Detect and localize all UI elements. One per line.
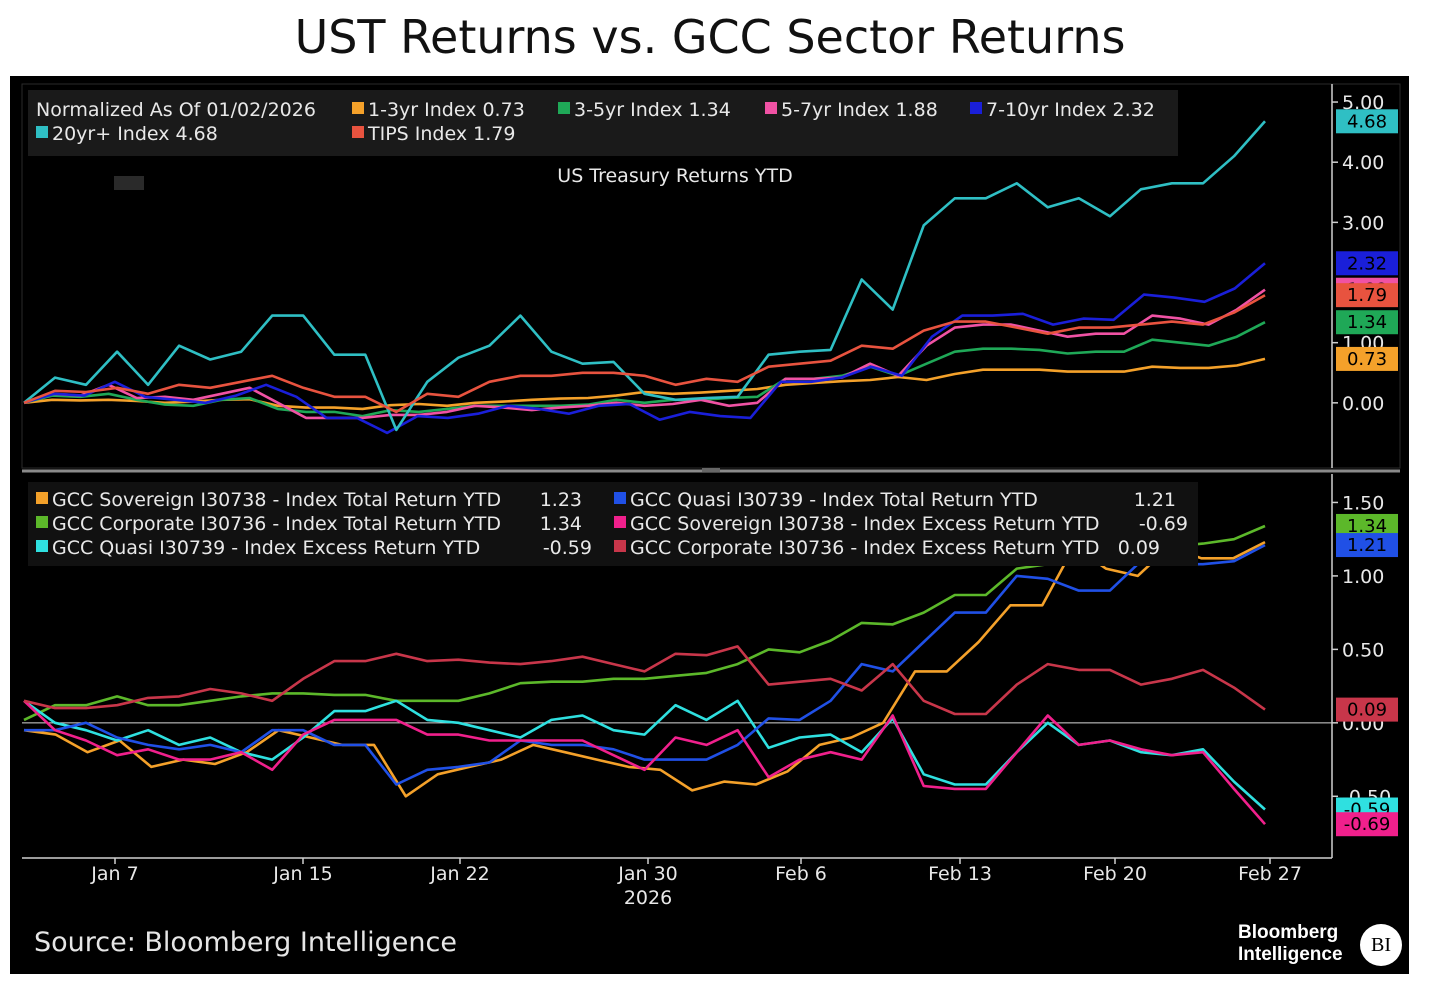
series-line	[23, 262, 1266, 435]
legend-swatch	[352, 102, 364, 114]
series-line	[23, 120, 1266, 432]
legend-swatch	[614, 516, 626, 528]
legend-value: 1.34	[540, 513, 582, 535]
y-tick-label: 5.00	[1342, 92, 1384, 114]
source-note: Source: Bloomberg Intelligence	[34, 927, 457, 958]
legend-entry: GCC Corporate I30736 - Index Total Retur…	[52, 513, 501, 535]
legend-swatch	[36, 540, 48, 552]
series-line	[24, 543, 1266, 786]
legend-entry: GCC Corporate I30736 - Index Excess Retu…	[630, 537, 1099, 559]
chart-panel: 5.004.003.001.000.000.731.341.882.324.68…	[10, 76, 1409, 974]
legend-swatch	[614, 492, 626, 504]
legend-value: 1.23	[540, 489, 582, 511]
x-tick-label: Jan 7	[90, 863, 138, 885]
bi-badge: BI	[1360, 924, 1402, 966]
legend-entry: 1-3yr Index 0.73	[368, 99, 525, 121]
value-badge	[1336, 109, 1398, 134]
value-badge-label: -0.69	[1344, 814, 1391, 835]
legend-swatch	[36, 492, 48, 504]
legend-value: 0.09	[1118, 537, 1160, 559]
x-tick-label: Feb 27	[1238, 863, 1302, 885]
y-tick-label: 1.50	[1342, 492, 1384, 514]
x-tick-label: Jan 15	[272, 863, 333, 885]
legend-swatch	[614, 540, 626, 552]
legend-entry: GCC Quasi I30739 - Index Excess Return Y…	[52, 537, 480, 559]
x-year-label: 2026	[624, 887, 672, 909]
legend-value: 1.21	[1134, 489, 1176, 511]
x-tick-label: Feb 6	[775, 863, 827, 885]
value-badge	[1336, 697, 1398, 722]
logo-line-2: Intelligence	[1238, 944, 1343, 965]
logo-line-1: Bloomberg	[1238, 922, 1339, 943]
value-badge-label: 1.79	[1347, 285, 1387, 306]
divider-grip-icon[interactable]	[702, 468, 720, 472]
series-line	[23, 321, 1266, 418]
bloomberg-logo: Bloomberg Intelligence	[1238, 922, 1343, 966]
legend-entry: 7-10yr Index 2.32	[986, 99, 1155, 121]
chart-svg: 5.004.003.001.000.000.731.341.882.324.68…	[21, 83, 1401, 909]
value-badge	[1336, 283, 1398, 308]
y-tick-label: 3.00	[1342, 212, 1384, 234]
series-line	[23, 699, 1266, 826]
legend-swatch	[352, 126, 364, 138]
y-tick-label: 0.50	[1342, 639, 1384, 661]
upper-chart-subtitle: US Treasury Returns YTD	[557, 165, 792, 187]
value-badge	[1336, 346, 1398, 371]
page-title: UST Returns vs. GCC Sector Returns	[294, 10, 1126, 64]
value-badge-label: 0.09	[1347, 700, 1387, 721]
legend-entry: GCC Quasi I30739 - Index Total Return YT…	[630, 489, 1038, 511]
y-tick-label: 1.00	[1342, 566, 1384, 588]
series-line	[23, 288, 1266, 420]
value-badge-label: 0.73	[1347, 349, 1387, 370]
legend-entry: 5-7yr Index 1.88	[781, 99, 938, 121]
value-badge	[1336, 533, 1398, 558]
legend-swatch	[36, 126, 48, 138]
y-tick-label: 0.00	[1342, 393, 1384, 415]
lower-legend-box	[28, 482, 1198, 566]
legend-entry: GCC Sovereign I30738 - Index Excess Retu…	[630, 513, 1100, 535]
y-tick-label: 4.00	[1342, 152, 1384, 174]
value-badge-label: 1.34	[1347, 516, 1387, 537]
legend-swatch	[765, 102, 777, 114]
series-line	[23, 645, 1266, 716]
upper-legend-header: Normalized As Of 01/02/2026	[36, 99, 316, 121]
legend-swatch	[558, 102, 570, 114]
legend-swatch	[970, 102, 982, 114]
value-badge-label: 2.32	[1347, 253, 1387, 274]
series-line	[23, 294, 1266, 414]
value-badge-label: 1.34	[1347, 312, 1387, 333]
legend-entry: GCC Sovereign I30738 - Index Total Retur…	[52, 489, 501, 511]
legend-value: -0.69	[1139, 513, 1188, 535]
value-badge-label: 1.21	[1347, 535, 1387, 556]
legend-value: -0.59	[543, 537, 592, 559]
legend-entry: TIPS Index 1.79	[367, 123, 515, 145]
value-badge	[1336, 812, 1398, 837]
chart-type-icon[interactable]	[114, 176, 144, 190]
legend-entry: 3-5yr Index 1.34	[574, 99, 731, 121]
value-badge	[1336, 310, 1398, 335]
x-tick-label: Feb 20	[1083, 863, 1147, 885]
x-tick-label: Jan 22	[429, 863, 490, 885]
x-tick-label: Feb 13	[928, 863, 992, 885]
upper-legend-box	[28, 90, 1178, 156]
legend-entry: 20yr+ Index 4.68	[52, 123, 218, 145]
x-tick-label: Jan 30	[617, 863, 678, 885]
value-badge	[1336, 251, 1398, 276]
value-badge-label: 4.68	[1347, 111, 1387, 132]
legend-swatch	[36, 516, 48, 528]
series-line	[23, 699, 1266, 811]
